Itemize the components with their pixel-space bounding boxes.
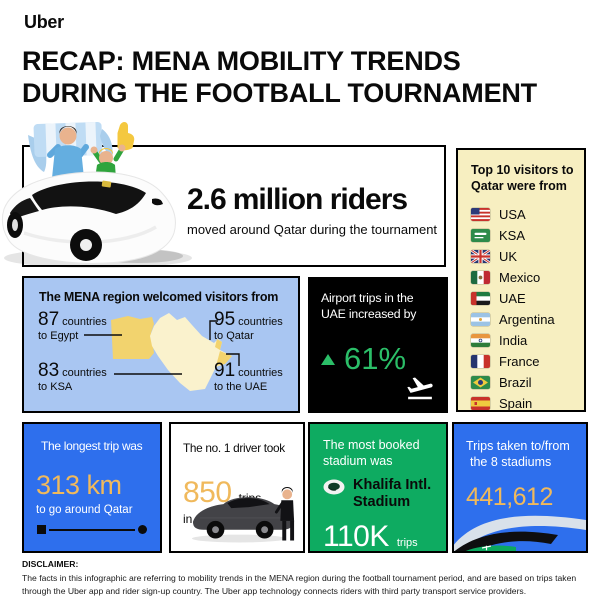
mena-map (84, 313, 240, 391)
visitors-list: USA KSA UK Mexico UAE Argentina (471, 204, 578, 414)
visitor-country-label: UAE (499, 290, 526, 306)
visitor-row: Mexico (471, 267, 578, 288)
uae-flag-icon (471, 291, 490, 305)
riders-headline: 2.6 million riders (187, 183, 443, 217)
disclaimer-text: The facts in this infographic are referr… (22, 573, 577, 597)
trip-title: The longest trip was (41, 439, 143, 453)
stadium-name-row: Khalifa Intl. Stadium (323, 477, 433, 511)
visitor-row: Argentina (471, 309, 578, 330)
stadium-title: The most booked stadium was (323, 438, 420, 469)
stadium-ring-icon (323, 479, 345, 511)
increase-triangle-icon (321, 353, 335, 365)
disclaimer: DISCLAIMER: The facts in this infographi… (22, 559, 596, 599)
airport-panel: Airport trips in the UAE increased by 61… (308, 277, 448, 413)
visitor-country-label: KSA (499, 227, 526, 243)
trip-subtext: to go around Qatar (36, 504, 133, 516)
spain-flag-icon (471, 396, 490, 410)
most-booked-stadium-panel: The most booked stadium was Khalifa Intl… (308, 422, 448, 553)
stadium-value-row: 110K trips (323, 520, 433, 554)
stadium-trips-value: 441,612 (466, 482, 553, 511)
airport-percent: 61% (344, 341, 407, 377)
visitor-country-label: Mexico (499, 269, 541, 285)
ksa-flag-icon (471, 228, 490, 242)
route-icon (37, 525, 147, 534)
plane-takeoff-icon (407, 377, 433, 400)
mena-title: The MENA region welcomed visitors from (39, 290, 279, 304)
route-line (49, 528, 135, 531)
driver-car-illustration (191, 486, 295, 543)
stat-egypt: 87 countries to Egypt (38, 309, 107, 343)
stadium-value: 110K (323, 519, 389, 553)
car-with-fans-illustration (1, 121, 192, 268)
argentina-flag-icon (471, 312, 490, 326)
visitor-country-label: UK (499, 248, 518, 264)
usa-flag-icon (471, 207, 490, 221)
visitors-title: Top 10 visitors to Qatar were from (471, 163, 574, 194)
brazil-flag-icon (471, 375, 490, 389)
stat-qatar: 95 countries to Qatar (214, 309, 283, 343)
top-driver-panel: The no. 1 driver took 850 trips in Qatar (169, 422, 305, 553)
visitor-country-label: Spain (499, 395, 533, 411)
longest-trip-panel: The longest trip was 313 km to go around… (22, 422, 162, 553)
france-flag-icon (471, 354, 490, 368)
mena-panel: The MENA region welcomed visitors from 8… (22, 276, 300, 413)
riders-text: 2.6 million riders moved around Qatar dur… (187, 183, 443, 237)
top-visitors-panel: Top 10 visitors to Qatar were from USA K… (456, 148, 586, 412)
visitor-row: Brazil (471, 372, 578, 393)
uk-flag-icon (471, 249, 490, 263)
airport-title: Airport trips in the UAE increased by (321, 291, 417, 322)
visitor-country-label: Argentina (499, 311, 555, 327)
stadium-trips-panel: Trips taken to/from the 8 stadiums 441,6… (452, 422, 588, 553)
driver-title: The no. 1 driver took (183, 441, 285, 455)
page-title: RECAP: MENA MOBILITY TRENDS DURING THE F… (22, 46, 537, 110)
visitor-country-label: India (499, 332, 528, 348)
stadium-unit: trips (396, 536, 418, 549)
driver-value-row: 850 trips (183, 476, 291, 510)
airport-value: 61% (321, 341, 435, 377)
visitor-row: France (471, 351, 578, 372)
uber-logo: Uber (24, 12, 64, 32)
page-title-line1: RECAP: MENA MOBILITY TRENDS (22, 46, 461, 76)
route-start-square (37, 525, 46, 534)
stat-ksa: 83 countries to KSA (38, 360, 107, 394)
riders-number: 2.6 (187, 183, 227, 216)
stadium-trips-title: Trips taken to/from the 8 stadiums (466, 439, 570, 470)
visitor-row: UAE (471, 288, 578, 309)
route-end-dot (138, 525, 147, 534)
stadium-name: Khalifa Intl. Stadium (353, 476, 432, 510)
stadium-bowl-illustration (454, 515, 586, 551)
visitor-row: KSA (471, 225, 578, 246)
visitor-row: India (471, 330, 578, 351)
mexico-flag-icon (471, 270, 490, 284)
visitor-country-label: Brazil (499, 374, 532, 390)
india-flag-icon (471, 333, 490, 347)
riders-unit: million riders (232, 183, 408, 216)
visitor-row: USA (471, 204, 578, 225)
disclaimer-label: DISCLAIMER: (22, 559, 79, 569)
trip-value: 313 km (36, 470, 122, 500)
visitor-row: UK (471, 246, 578, 267)
visitor-country-label: France (499, 353, 540, 369)
stat-uae: 91 countries to the UAE (214, 360, 283, 394)
visitor-row: Spain (471, 393, 578, 414)
driver-value: 850 (183, 476, 232, 509)
page-title-line2: DURING THE FOOTBALL TOURNAMENT (22, 77, 537, 108)
visitor-country-label: USA (499, 206, 526, 222)
riders-subtext: moved around Qatar during the tournament (187, 222, 438, 237)
